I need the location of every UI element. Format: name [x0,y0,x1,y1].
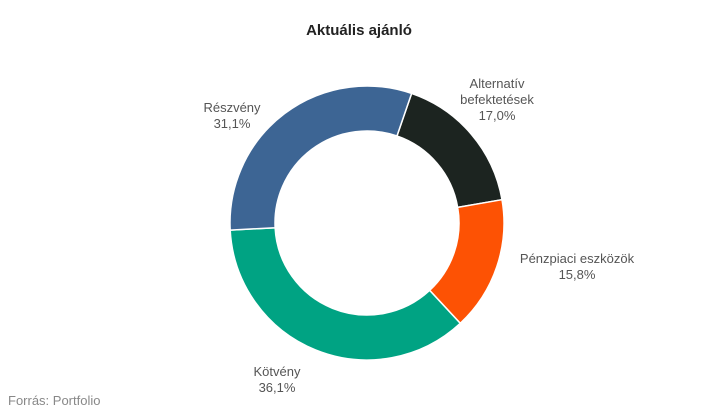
slice-value: 31,1% [213,116,251,131]
source: Forrás: Portfolio [8,393,101,408]
slice-value: 15,8% [558,267,596,282]
slice-name: Alternatív befektetések [460,76,534,107]
slice-name: Pénzpiaci eszközök [519,251,635,266]
slice-value: 36,1% [258,380,296,395]
slice-value: 17,0% [478,108,516,123]
slice-label: Alternatív befektetések 17,0% [442,76,552,124]
donut-slice [229,85,413,231]
slice-label: Kötvény 36,1% [237,364,317,396]
slice-name: Részvény [203,100,261,115]
slice-label: Részvény 31,1% [192,100,272,132]
donut-slice [229,226,462,361]
slice-label: Pénzpiaci eszközök 15,8% [497,251,657,283]
slice-name: Kötvény [253,364,301,379]
chart-title: Aktuális ajánló [306,22,412,39]
